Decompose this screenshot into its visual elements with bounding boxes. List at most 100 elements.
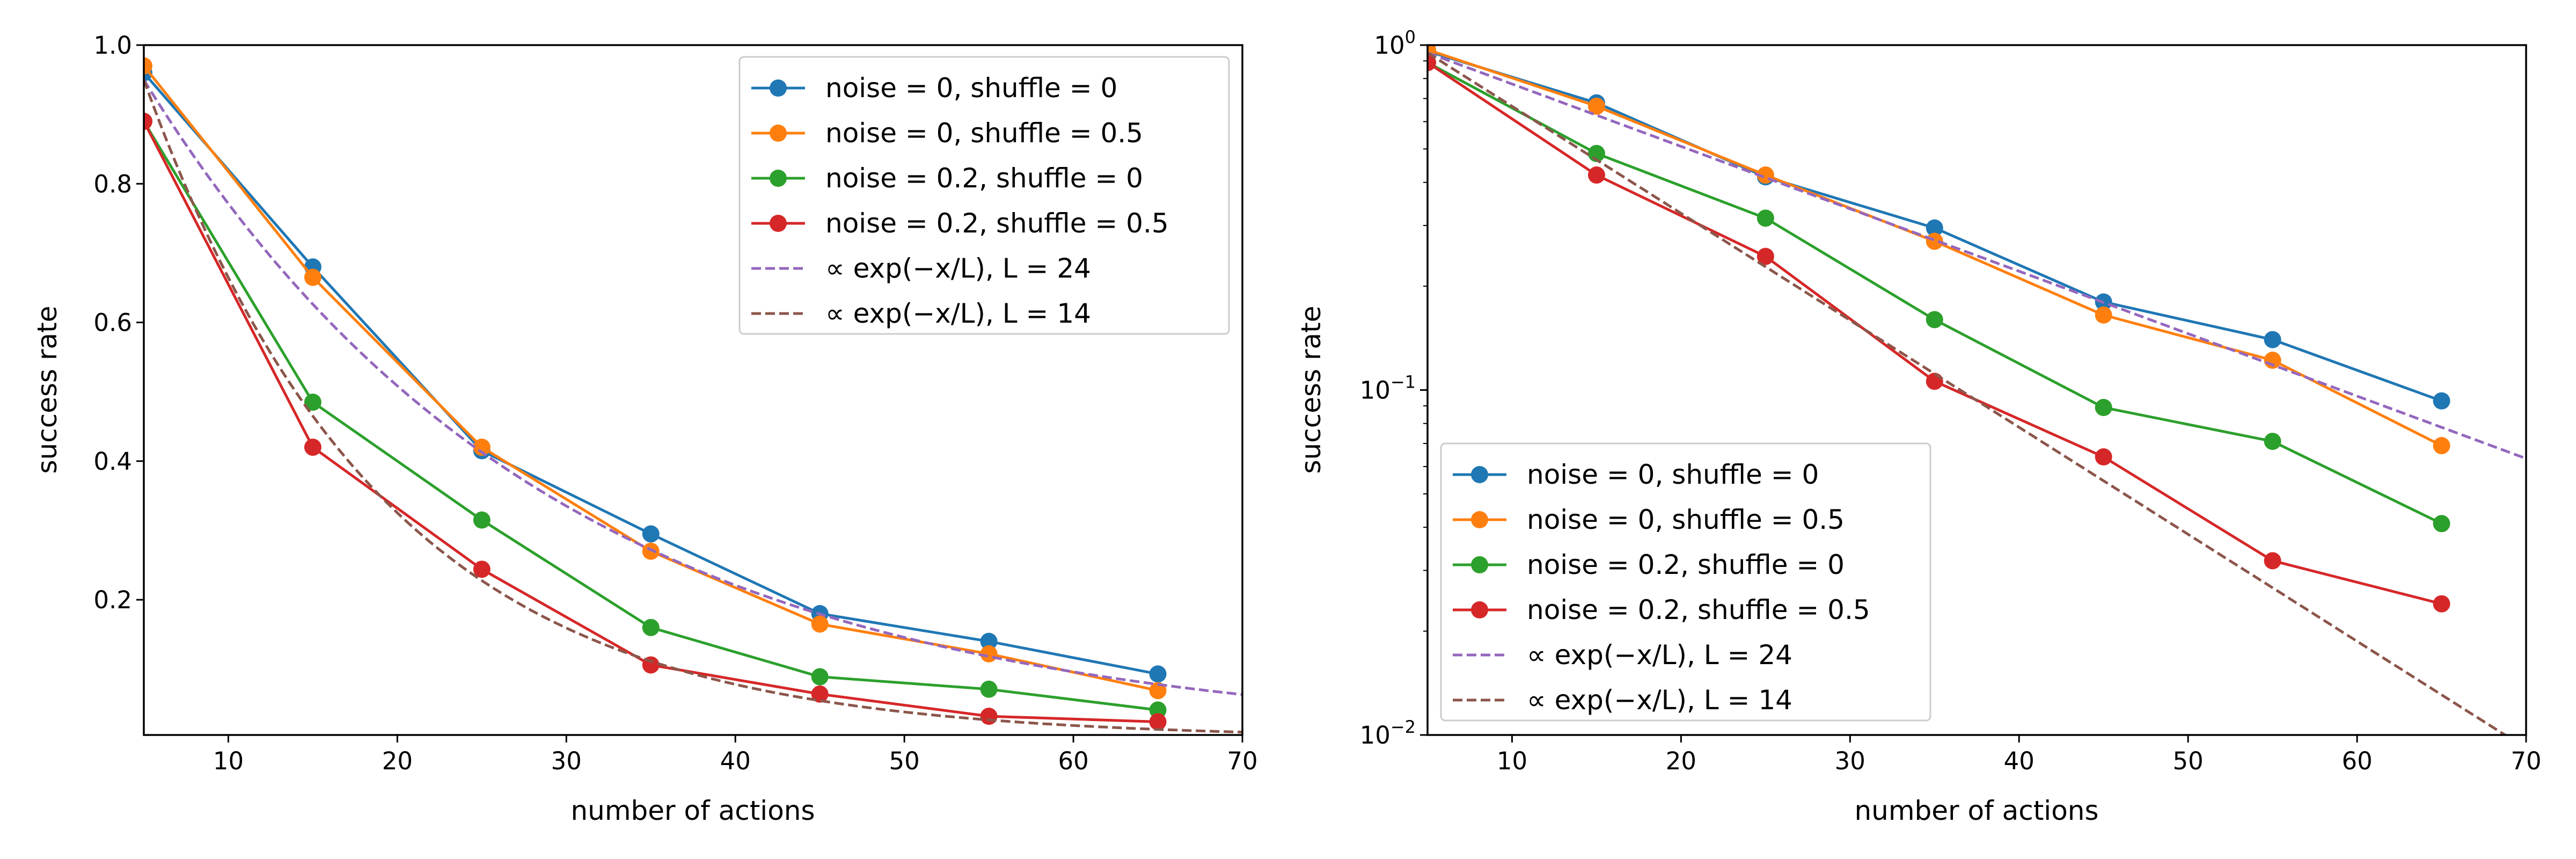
axes-frame-linear — [143, 44, 1243, 736]
x-tick-label: 50 — [889, 747, 920, 775]
legend-label: noise = 0, shuffle = 0 — [825, 72, 1117, 104]
plot-area-log — [1428, 45, 2526, 735]
x-axis-title-linear: number of actions — [570, 795, 815, 826]
legend-label: noise = 0.2, shuffle = 0 — [825, 163, 1143, 194]
data-point-series-3 — [473, 511, 491, 529]
data-point-series-1 — [1926, 219, 1943, 237]
data-point-series-4 — [2095, 448, 2112, 466]
x-tick-label: 60 — [2341, 747, 2372, 775]
y-tick-label-exponent: −2 — [1391, 717, 1416, 737]
x-tick-label: 40 — [720, 747, 751, 775]
data-point-series-1 — [2264, 331, 2281, 348]
legend-label: ∝ exp(−x/L), L = 14 — [825, 298, 1091, 329]
y-tick-label: 0.6 — [93, 309, 132, 337]
y-axis-ticks-linear: 0.2 0.4 0.6 0.8 1.0 — [93, 31, 144, 614]
y-axis-title-log: success rate — [1296, 305, 1327, 474]
fit-line-L14-linear — [144, 79, 1242, 734]
x-tick-label: 20 — [382, 747, 413, 775]
legend-linear: noise = 0, shuffle = 0 noise = 0, shuffle… — [738, 56, 1230, 335]
legend-label: ∝ exp(−x/L), L = 14 — [1527, 685, 1792, 716]
legend-frame — [1440, 442, 1931, 722]
y-tick-label: 100 — [1374, 27, 1416, 60]
x-axis-ticks-log: 10 20 30 40 50 60 70 — [1497, 735, 2542, 775]
legend-label: ∝ exp(−x/L), L = 24 — [825, 253, 1091, 284]
y-tick-label: 10−2 — [1360, 717, 1416, 749]
data-point-series-2 — [2433, 437, 2450, 455]
x-tick-label: 70 — [1227, 747, 1257, 775]
legend-label: ∝ exp(−x/L), L = 24 — [1527, 639, 1792, 671]
data-point-series-3 — [2264, 433, 2281, 450]
data-point-series-1 — [1149, 665, 1167, 683]
data-point-series-2 — [642, 542, 660, 560]
y-tick-label: 10−1 — [1360, 372, 1416, 405]
x-tick-label: 10 — [213, 747, 244, 775]
legend-swatch-marker — [1471, 466, 1488, 483]
data-point-series-2 — [1149, 682, 1167, 700]
data-point-series-3 — [2433, 515, 2450, 533]
data-point-series-3 — [304, 394, 321, 411]
legend-swatch-marker — [770, 79, 787, 97]
data-point-series-4 — [144, 113, 152, 130]
data-point-series-2 — [811, 615, 829, 633]
x-tick-label: 40 — [2004, 747, 2035, 775]
x-tick-label: 60 — [1058, 747, 1088, 775]
data-point-series-3 — [1757, 209, 1774, 227]
y-tick-label-exponent: −1 — [1391, 372, 1416, 392]
y-tick-label: 0.8 — [93, 170, 132, 198]
legend-label: noise = 0, shuffle = 0 — [1527, 459, 1819, 490]
legend-swatch-marker — [1471, 511, 1488, 528]
y-tick-label-exponent: 0 — [1405, 27, 1416, 47]
chart-linear-panel: 10 20 30 40 50 60 70 0.2 0.4 0.6 0.8 1.0 number of… — [32, 31, 1258, 826]
x-tick-label: 20 — [1666, 747, 1696, 775]
data-point-series-4 — [980, 708, 998, 725]
data-point-series-3 — [1926, 311, 1943, 329]
y-tick-label: 0.4 — [93, 447, 132, 476]
data-point-series-3 — [642, 618, 660, 636]
data-point-series-4 — [2264, 552, 2281, 570]
x-tick-label: 70 — [2511, 747, 2541, 775]
data-point-series-2 — [144, 57, 152, 75]
data-point-series-2 — [1926, 232, 1943, 250]
y-tick-label-base: 10 — [1374, 31, 1404, 60]
y-axis-title-linear: success rate — [32, 305, 63, 474]
data-point-series-4 — [1757, 247, 1774, 265]
fit-line-L14-log — [1428, 52, 2508, 735]
data-point-series-4 — [811, 685, 829, 703]
data-point-series-4 — [2433, 595, 2450, 613]
legend-frame — [738, 56, 1230, 335]
data-point-series-4 — [1149, 713, 1167, 731]
x-tick-label: 10 — [1497, 747, 1527, 775]
x-tick-label: 30 — [551, 747, 582, 775]
legend-label: noise = 0, shuffle = 0.5 — [1527, 504, 1845, 535]
x-axis-ticks-linear: 10 20 30 40 50 60 70 — [213, 735, 1258, 775]
legend-label: noise = 0.2, shuffle = 0 — [1527, 549, 1845, 580]
legend-swatch-marker — [770, 215, 787, 232]
legend-label: noise = 0.2, shuffle = 0.5 — [825, 208, 1169, 239]
legend-swatch-marker — [770, 125, 787, 142]
y-tick-label-base: 10 — [1360, 721, 1391, 749]
x-tick-label: 50 — [2173, 747, 2204, 775]
legend-swatch-marker — [1471, 601, 1488, 618]
data-point-series-2 — [1587, 97, 1605, 115]
legend-swatch-marker — [1471, 556, 1488, 573]
data-point-series-4 — [304, 439, 321, 456]
legend-label: noise = 0, shuffle = 0.5 — [825, 118, 1143, 149]
plot-area-linear — [144, 57, 1242, 734]
y-tick-label: 1.0 — [93, 31, 132, 60]
data-point-series-4 — [473, 560, 491, 578]
y-tick-label: 0.2 — [93, 586, 132, 614]
data-point-series-2 — [304, 268, 321, 286]
data-point-series-2 — [473, 439, 491, 456]
legend-label: noise = 0.2, shuffle = 0.5 — [1527, 594, 1870, 625]
data-point-series-3 — [1587, 144, 1605, 162]
fit-line-L24-linear — [144, 79, 1242, 696]
data-point-series-3 — [980, 680, 998, 698]
data-point-series-3 — [1149, 701, 1167, 719]
data-point-series-2 — [2095, 306, 2112, 324]
data-point-series-3 — [2095, 399, 2112, 417]
data-point-series-1 — [2433, 392, 2450, 410]
